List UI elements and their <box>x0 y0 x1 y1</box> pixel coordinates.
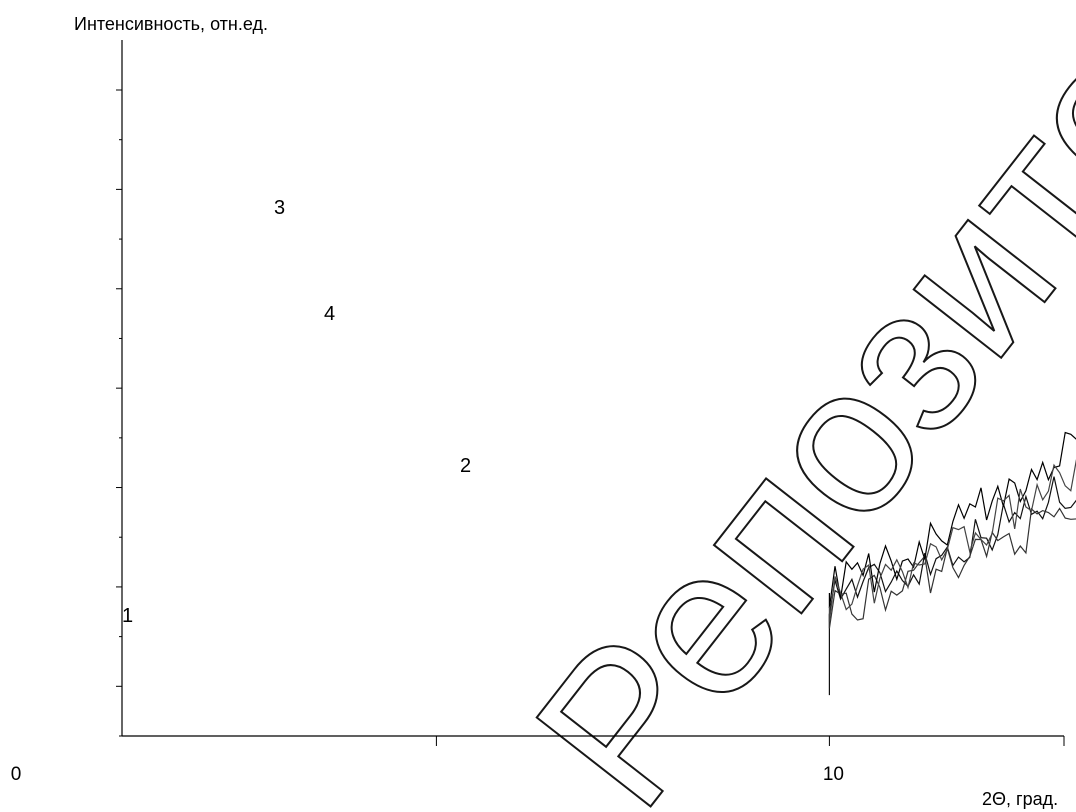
curve-label-4: 4 <box>324 303 335 325</box>
curve-label-2: 2 <box>460 455 471 477</box>
curve-label-3: 3 <box>274 197 285 219</box>
x-tick-label: 10 <box>823 764 844 785</box>
x-axis-title: 2Θ, град. <box>982 789 1058 809</box>
x-tick-label: 0 <box>11 764 22 785</box>
watermark: Репозиторий БрГУ <box>489 0 1076 812</box>
watermark-text: Репозиторий БрГУ <box>490 0 1076 812</box>
y-axis-title: Интенсивность, отн.ед. <box>74 14 268 34</box>
curve-label-1: 1 <box>122 605 133 627</box>
ticks: 0102030405060 <box>11 89 1065 785</box>
curve-labels: 1 2 3 4 <box>122 197 471 627</box>
